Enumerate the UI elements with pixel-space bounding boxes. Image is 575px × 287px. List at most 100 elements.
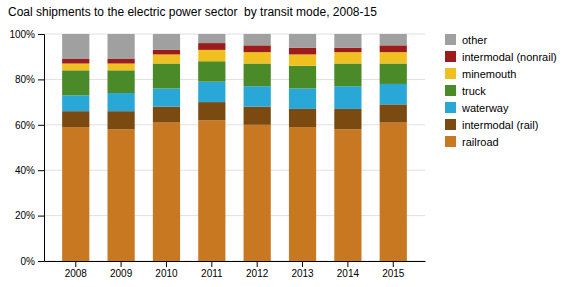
x-axis: 2008 2009 2010 2011 2012 2013 2014 2015	[45, 261, 426, 279]
bar	[380, 52, 407, 63]
grid-line	[44, 79, 425, 80]
bar	[153, 107, 180, 123]
tick-label: 0%	[21, 256, 36, 267]
tick: 2013	[291, 261, 314, 279]
tick-label: 2008	[65, 268, 88, 279]
bar	[289, 109, 316, 127]
bar	[198, 34, 225, 43]
tick-label: 60%	[15, 120, 35, 131]
axis-line	[45, 261, 426, 262]
tick: 2009	[110, 261, 133, 279]
tick-mark	[38, 261, 44, 262]
bar	[334, 52, 361, 63]
bar	[334, 86, 361, 109]
plot: 2008 2009 2010 2011 2012 2013 2014 2015 0% 20% 40%…	[9, 29, 425, 279]
grid	[44, 34, 425, 261]
grid-line	[44, 124, 425, 125]
legend-item: waterway	[445, 102, 509, 114]
tick-label: 2009	[110, 268, 133, 279]
bar	[198, 82, 225, 102]
tick: 80%	[15, 74, 44, 85]
bar	[108, 70, 135, 93]
bar	[198, 61, 225, 81]
bar	[108, 93, 135, 111]
bar	[289, 88, 316, 108]
bar	[153, 34, 180, 50]
tick-mark	[166, 261, 167, 267]
tick-mark	[257, 261, 258, 267]
tick-mark	[38, 34, 44, 35]
tick-label: 2012	[246, 268, 269, 279]
bar	[153, 88, 180, 106]
bar	[198, 50, 225, 61]
bar	[380, 123, 407, 261]
legend-swatch	[445, 136, 456, 147]
bar	[62, 127, 89, 261]
tick: 2012	[246, 261, 269, 279]
tick-label: 2011	[201, 268, 223, 279]
chart: Coal shipments to the electric power sec…	[0, 0, 575, 287]
tick-mark	[393, 261, 394, 267]
series	[62, 34, 407, 59]
bar	[62, 95, 89, 111]
bar	[153, 54, 180, 63]
legend-label: truck	[462, 85, 486, 97]
bar	[334, 34, 361, 48]
bar	[244, 107, 271, 125]
legend-item: minemouth	[445, 68, 516, 80]
bar	[198, 43, 225, 50]
bar	[62, 59, 89, 64]
grid-line	[44, 34, 425, 35]
tick-label: 2013	[291, 268, 314, 279]
bar	[289, 48, 316, 55]
bar	[244, 34, 271, 45]
legend-item: intermodal (nonrail)	[445, 51, 557, 63]
tick-label: 20%	[15, 210, 35, 221]
legend: other intermodal (nonrail) minemouth truck w…	[445, 34, 557, 148]
legend-label: other	[462, 34, 487, 46]
tick: 40%	[15, 165, 44, 176]
bar	[380, 45, 407, 52]
tick-mark	[75, 261, 76, 267]
tick-mark	[347, 261, 348, 267]
y-axis: 0% 20% 40% 60% 80% 100%	[9, 29, 44, 267]
bar	[153, 123, 180, 261]
bar	[244, 45, 271, 52]
bar	[334, 109, 361, 129]
tick-label: 2010	[155, 268, 178, 279]
series	[62, 120, 407, 261]
legend-swatch	[445, 85, 456, 96]
bar	[62, 34, 89, 59]
tick-label: 2015	[382, 268, 405, 279]
legend-swatch	[445, 34, 456, 45]
tick-mark	[211, 261, 212, 267]
tick-mark	[38, 79, 44, 80]
bar	[198, 120, 225, 261]
legend-swatch	[445, 102, 456, 113]
tick-mark	[302, 261, 303, 267]
tick: 2015	[382, 261, 405, 279]
bar	[334, 64, 361, 87]
bar	[62, 64, 89, 71]
legend-item: railroad	[445, 136, 499, 148]
legend-label: railroad	[462, 136, 499, 148]
bar	[153, 64, 180, 89]
tick-mark	[38, 125, 44, 126]
axis-line	[38, 35, 45, 262]
bar	[289, 66, 316, 89]
tick-label: 2014	[337, 268, 360, 279]
bar	[289, 34, 316, 48]
tick: 0%	[21, 256, 44, 267]
tick: 60%	[15, 120, 44, 131]
bar	[380, 104, 407, 122]
bar	[289, 54, 316, 65]
bar	[380, 34, 407, 45]
legend-label: intermodal (rail)	[462, 119, 538, 131]
grid-line	[44, 170, 425, 171]
bar	[334, 129, 361, 261]
tick: 2014	[337, 261, 360, 279]
tick: 100%	[9, 29, 44, 40]
bar	[244, 64, 271, 87]
grid-line	[44, 261, 425, 262]
bar	[244, 86, 271, 106]
